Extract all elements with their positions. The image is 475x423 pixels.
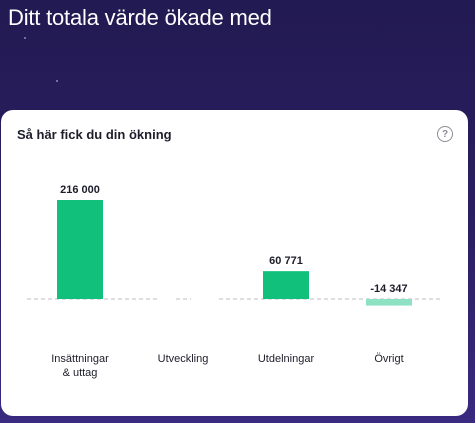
page-title: Ditt totala värde ökade med [8, 5, 272, 30]
category-label: Utdelningar [257, 353, 315, 365]
help-icon[interactable]: ? [437, 126, 453, 142]
bar-2[interactable] [263, 271, 309, 299]
increase-breakdown-card: Så här fick du din ökning ? 216 000 60 77… [1, 110, 468, 416]
breakdown-chart: 216 000 60 771 -14 347 [27, 184, 441, 306]
category-label: Utveckling [157, 353, 209, 365]
bar-value-label: 60 771 [269, 255, 303, 267]
category-label: Insättningar & uttag [51, 353, 109, 379]
background-speck [56, 80, 58, 82]
bar-value-label: -14 347 [370, 283, 407, 295]
bar-0[interactable] [57, 200, 103, 299]
background-speck [24, 37, 26, 39]
category-label: Övrigt [374, 353, 404, 365]
card-title: Så här fick du din ökning [17, 127, 172, 142]
bar-3[interactable] [366, 299, 412, 306]
bar-value-label: 216 000 [60, 184, 100, 196]
